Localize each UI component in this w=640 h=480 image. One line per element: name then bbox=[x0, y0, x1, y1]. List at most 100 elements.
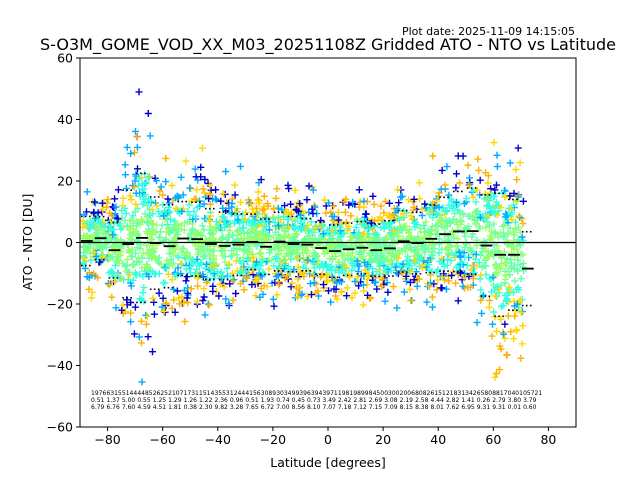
scatter-point bbox=[155, 207, 162, 215]
scatter-point bbox=[493, 327, 501, 335]
scatter-point bbox=[105, 269, 113, 277]
scatter-point bbox=[365, 225, 373, 233]
scatter-point bbox=[155, 233, 163, 241]
scatter-point bbox=[398, 192, 406, 200]
scatter-point bbox=[183, 252, 191, 260]
scatter-point bbox=[460, 200, 468, 208]
scatter-point bbox=[270, 233, 277, 241]
scatter-point bbox=[381, 197, 389, 205]
scatter-point bbox=[90, 208, 98, 216]
scatter-point bbox=[90, 270, 97, 278]
scatter-point bbox=[481, 190, 489, 198]
scatter-point bbox=[406, 278, 414, 286]
scatter-point bbox=[180, 226, 188, 234]
y-tick-label: −40 bbox=[47, 358, 73, 373]
scatter-point bbox=[265, 226, 273, 234]
scatter-point bbox=[99, 206, 107, 214]
scatter-point bbox=[438, 284, 446, 292]
scatter-point bbox=[475, 166, 483, 174]
scatter-point bbox=[146, 247, 154, 255]
scatter-point bbox=[284, 216, 292, 224]
scatter-point bbox=[310, 260, 318, 268]
scatter-point bbox=[510, 189, 518, 197]
scatter-point bbox=[252, 292, 260, 300]
scatter-point bbox=[443, 222, 451, 230]
scatter-point bbox=[335, 208, 342, 216]
scatter-point bbox=[222, 168, 230, 175]
scatter-point bbox=[139, 249, 147, 257]
scatter-point bbox=[445, 191, 453, 199]
scatter-point bbox=[149, 348, 156, 356]
scatter-point bbox=[478, 263, 486, 271]
scatter-point bbox=[135, 333, 143, 341]
scatter-point bbox=[514, 193, 522, 201]
scatter-point bbox=[79, 260, 87, 268]
bin-stat-value: 7.62 bbox=[446, 404, 460, 411]
bin-stat-value: 1514 bbox=[199, 390, 214, 397]
scatter-point bbox=[474, 155, 482, 163]
bin-stat-value: 1.93 bbox=[261, 397, 275, 404]
scatter-point bbox=[504, 289, 512, 297]
scatter-point bbox=[164, 270, 172, 278]
scatter-point bbox=[85, 274, 93, 282]
scatter-point bbox=[181, 318, 189, 325]
bin-stat-value: 7.60 bbox=[122, 404, 136, 411]
scatter-point bbox=[199, 253, 207, 261]
scatter-point bbox=[177, 221, 185, 229]
scatter-point bbox=[338, 261, 346, 269]
bin-stat-value: 3034 bbox=[276, 390, 291, 397]
scatter-point bbox=[500, 330, 508, 338]
scatter-point bbox=[127, 318, 135, 326]
scatter-point bbox=[273, 291, 281, 299]
scatter-point bbox=[121, 161, 129, 169]
scatter-point bbox=[377, 202, 385, 210]
scatter-point bbox=[501, 334, 509, 342]
scatter-point bbox=[355, 186, 363, 194]
scatter-point bbox=[157, 183, 165, 191]
scatter-point bbox=[366, 252, 374, 260]
scatter-point bbox=[441, 181, 449, 189]
scatter-point bbox=[274, 250, 282, 258]
scatter-point bbox=[137, 339, 145, 347]
scatter-point bbox=[172, 204, 180, 212]
scatter-point bbox=[200, 200, 208, 208]
scatter-point bbox=[345, 270, 353, 278]
scatter-point bbox=[103, 243, 111, 251]
bin-stat-value: 8.38 bbox=[415, 404, 429, 411]
plot-date: Plot date: 2025-11-09 14:15:05 bbox=[402, 25, 575, 38]
scatter-point bbox=[220, 216, 228, 224]
scatter-point bbox=[265, 265, 273, 273]
bin-stat-value: 5.00 bbox=[122, 397, 136, 404]
scatter-point bbox=[153, 177, 160, 185]
scatter-point bbox=[507, 328, 515, 336]
scatter-point bbox=[230, 250, 238, 258]
scatter-point bbox=[177, 173, 185, 181]
scatter-point bbox=[115, 220, 123, 228]
bin-stat-value: 2183 bbox=[446, 390, 461, 397]
scatter-point bbox=[140, 297, 148, 305]
scatter-point bbox=[435, 240, 443, 248]
scatter-point bbox=[200, 293, 208, 301]
scatter-point bbox=[490, 139, 498, 147]
scatter-point bbox=[497, 265, 505, 272]
scatter-point bbox=[126, 192, 134, 200]
scatter-point bbox=[123, 222, 131, 230]
bin-stat-value: 3.80 bbox=[508, 397, 522, 404]
scatter-point bbox=[200, 226, 208, 234]
scatter-point bbox=[310, 279, 318, 287]
scatter-point bbox=[270, 215, 278, 223]
scatter-point bbox=[359, 281, 367, 289]
scatter-point bbox=[86, 224, 94, 232]
scatter-point bbox=[248, 218, 256, 226]
bin-stat-value: 8.01 bbox=[431, 404, 445, 411]
scatter-point bbox=[472, 255, 480, 263]
scatter-point bbox=[201, 215, 209, 222]
scatter-point bbox=[397, 226, 405, 234]
scatter-point bbox=[327, 208, 335, 216]
scatter-point bbox=[320, 250, 328, 258]
scatter-point bbox=[297, 211, 305, 219]
bin-stat-value: 2.30 bbox=[199, 404, 213, 411]
scatter-point bbox=[381, 297, 389, 305]
scatter-point bbox=[216, 280, 224, 288]
bin-stat-value: 0.51 bbox=[245, 397, 259, 404]
